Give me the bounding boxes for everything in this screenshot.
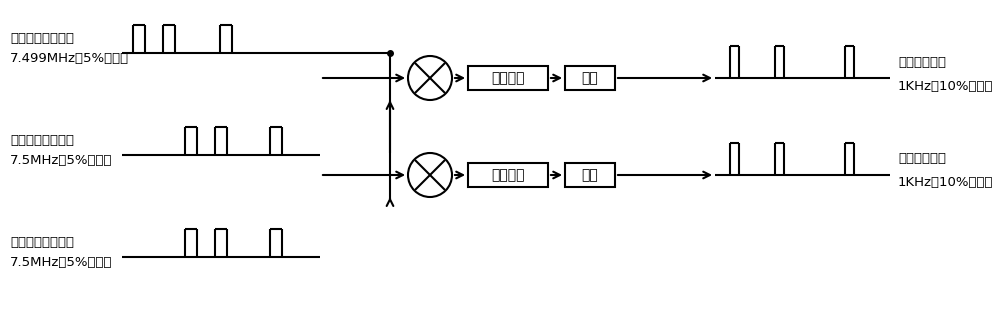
Bar [468,163,548,187]
Text: 低通滤波: 低通滤波 [491,71,525,85]
Text: 第一本振脉冲信号: 第一本振脉冲信号 [10,32,74,45]
Text: 7.5MHz、5%占空比: 7.5MHz、5%占空比 [10,256,112,269]
Bar [468,66,548,90]
Bar [565,66,615,90]
Text: 放大: 放大 [582,168,598,182]
Text: 低通滤波: 低通滤波 [491,168,525,182]
Text: 第一回波信号: 第一回波信号 [898,153,946,165]
Text: 1KHz、10%占空比: 1KHz、10%占空比 [898,176,994,190]
Text: 第一回波脉冲信号: 第一回波脉冲信号 [10,134,74,147]
Text: 第一发射脉冲信号: 第一发射脉冲信号 [10,236,74,249]
Text: 第一参考信号: 第一参考信号 [898,56,946,68]
Text: 7.5MHz、5%占空比: 7.5MHz、5%占空比 [10,154,112,167]
Bar [565,163,615,187]
Text: 放大: 放大 [582,71,598,85]
Text: 7.499MHz、5%占空比: 7.499MHz、5%占空比 [10,52,129,65]
Text: 1KHz、10%占空比: 1KHz、10%占空比 [898,80,994,92]
